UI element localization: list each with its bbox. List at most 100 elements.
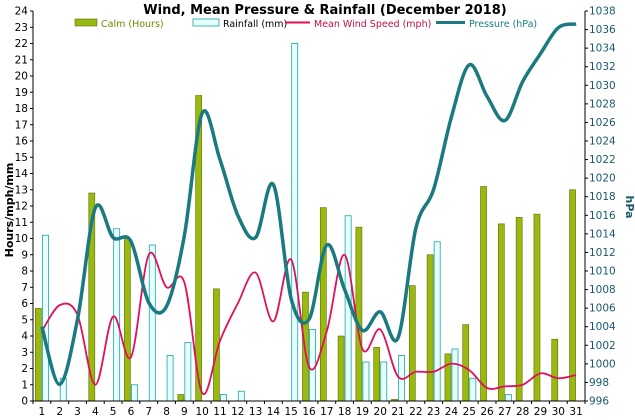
calm-bar: [177, 394, 185, 402]
x-tick-label: 13: [249, 406, 262, 418]
y-left-tick-label: 3: [21, 347, 28, 359]
rainfall-bar: [148, 244, 156, 402]
y-axis-right-label: hPa: [623, 195, 635, 218]
legend-label-wind: Mean Wind Speed (mph): [314, 19, 431, 30]
y-right-tick-label: 1016: [589, 210, 616, 222]
y-right-tick-label: 1034: [589, 43, 616, 55]
x-tick-label: 31: [569, 406, 582, 418]
legend: Calm (Hours) Rainfall (mm) Mean Wind Spe…: [74, 18, 537, 30]
y-left-tick-label: 22: [15, 38, 28, 50]
x-tick-label: 15: [285, 406, 298, 418]
y-right-tick-label: 1024: [589, 136, 616, 148]
x-tick-label: 2: [56, 406, 63, 418]
x-tick-label: 5: [110, 406, 117, 418]
rainfall-bar: [380, 361, 388, 402]
rainfall-bar: [504, 394, 512, 402]
x-tick-label: 20: [374, 406, 387, 418]
y-left-tick-label: 8: [21, 266, 28, 278]
legend-swatch-calm: [74, 18, 98, 27]
legend-label-calm: Calm (Hours): [101, 19, 164, 30]
y-right-tick-label: 996: [589, 396, 609, 408]
y-left-tick-label: 12: [15, 201, 28, 213]
rainfall-bar: [362, 361, 370, 402]
x-tick-label: 8: [163, 406, 170, 418]
x-tick-label: 16: [302, 406, 316, 418]
y-left-tick-label: 7: [21, 282, 28, 294]
y-right-tick-label: 1038: [589, 6, 616, 18]
y-right-tick-label: 1012: [589, 247, 616, 259]
calm-bar: [444, 353, 452, 402]
y-left-tick-label: 6: [21, 298, 28, 310]
x-tick-label: 6: [128, 406, 135, 418]
x-tick-label: 17: [320, 406, 333, 418]
y-right-tick-label: 1028: [589, 98, 616, 110]
y-left-tick-label: 17: [15, 119, 28, 131]
y-axis-left-label: Hours/mph/mm: [3, 163, 16, 258]
calm-bar: [569, 189, 576, 402]
rainfall-bar: [451, 348, 459, 402]
calm-bar: [426, 254, 434, 402]
x-tick-label: 28: [516, 406, 529, 418]
pressure-line: [40, 22, 577, 387]
y-left-tick-label: 24: [15, 6, 29, 18]
y-right-tick-label: 1010: [589, 266, 616, 278]
x-tick-label: 29: [534, 406, 547, 418]
y-left-tick-label: 15: [15, 152, 28, 164]
calm-bar: [462, 324, 470, 402]
y-left-tick-label: 13: [15, 184, 28, 196]
y-left-tick-label: 18: [15, 103, 28, 115]
y-right-tick-label: 1002: [589, 340, 616, 352]
x-tick-label: 23: [427, 406, 440, 418]
calm-bar: [337, 335, 345, 402]
calm-bar: [408, 285, 416, 402]
rainfall-bar: [42, 234, 49, 402]
y-left-tick-label: 21: [15, 54, 28, 66]
rainfall-bar: [291, 43, 299, 402]
x-tick-label: 12: [231, 406, 244, 418]
y-left-tick-label: 20: [15, 71, 28, 83]
y-left-tick-label: 19: [15, 87, 28, 99]
y-left-tick-label: 5: [21, 314, 28, 326]
x-tick-label: 24: [445, 406, 459, 418]
x-tick-label: 26: [480, 406, 494, 418]
legend-swatch-rainfall: [192, 18, 220, 27]
calm-bar: [498, 223, 505, 402]
y-right-tick-label: 1014: [589, 228, 616, 240]
x-tick-label: 10: [195, 406, 208, 418]
x-tick-label: 30: [552, 406, 565, 418]
rainfall-bar: [166, 355, 174, 402]
calm-bar: [35, 308, 42, 402]
y-right-tick-label: 1030: [589, 80, 616, 92]
calm-bar: [124, 238, 131, 402]
y-left-tick-label: 10: [15, 233, 28, 245]
y-right-tick-label: 1006: [589, 303, 616, 315]
x-tick-label: 19: [356, 406, 369, 418]
y-left-tick-label: 23: [15, 22, 28, 34]
y-right-tick-label: 1020: [589, 173, 616, 185]
y-right-tick-label: 1022: [589, 154, 616, 166]
y-right-tick-label: 1008: [589, 284, 616, 296]
rainfall-bar: [309, 329, 316, 402]
x-tick-label: 18: [338, 406, 351, 418]
x-tick-label: 21: [391, 406, 404, 418]
y-left-tick-label: 9: [21, 249, 28, 261]
calm-bar: [355, 226, 363, 402]
rainfall-bar: [220, 394, 227, 402]
plot-area: 0123456789101112131415161718192021222324…: [15, 6, 616, 419]
legend-label-rainfall: Rainfall (mm): [223, 19, 287, 30]
y-right-tick-label: 1004: [589, 321, 616, 333]
x-tick-label: 14: [267, 406, 281, 418]
x-tick-label: 22: [409, 406, 422, 418]
calm-bar: [515, 217, 523, 402]
legend-label-pressure: Pressure (hPa): [469, 19, 537, 30]
rainfall-bar: [433, 241, 441, 402]
rainfall-bar: [131, 384, 138, 402]
y-left-tick-label: 0: [21, 396, 28, 408]
y-right-tick-label: 1026: [589, 117, 616, 129]
y-right-tick-label: 1032: [589, 61, 616, 73]
y-left-tick-label: 4: [21, 331, 28, 343]
y-right-tick-label: 1036: [589, 24, 616, 36]
x-tick-label: 1: [39, 406, 46, 418]
chart-title: Wind, Mean Pressure & Rainfall (December…: [143, 3, 506, 18]
